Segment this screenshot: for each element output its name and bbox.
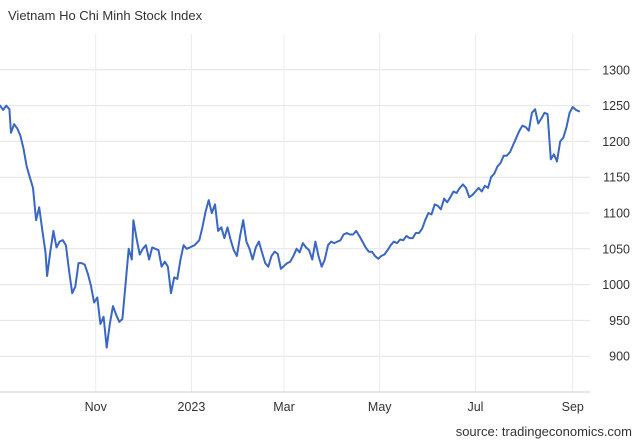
y-tick-label: 1100 <box>603 207 630 221</box>
y-tick-label: 1200 <box>602 135 630 149</box>
chart-title: Vietnam Ho Chi Minh Stock Index <box>8 8 203 23</box>
y-tick-label: 1300 <box>602 63 630 77</box>
y-tick-label: 900 <box>609 350 630 364</box>
x-tick-label: Mar <box>273 400 295 414</box>
y-tick-label: 950 <box>609 314 630 328</box>
chart-source: source: tradingeconomics.com <box>455 424 632 439</box>
y-tick-label: 1050 <box>602 242 630 256</box>
grid-lines <box>0 34 590 392</box>
x-tick-label: Sep <box>562 400 584 414</box>
y-axis-tick-labels: 900 950 1000 1050 1100 1150 1200 1250 1300 <box>602 63 630 363</box>
x-tick-label: May <box>368 400 392 414</box>
x-tick-label: Jul <box>467 400 483 414</box>
series-line <box>0 104 580 349</box>
y-tick-label: 1250 <box>602 99 630 113</box>
y-tick-label: 1150 <box>603 171 630 185</box>
x-axis-tick-labels: Nov 2023 Mar May Jul Sep <box>85 400 584 414</box>
series-group <box>0 104 580 349</box>
x-tick-label: Nov <box>85 400 108 414</box>
x-tick-label: 2023 <box>178 400 206 414</box>
y-tick-label: 1000 <box>602 278 630 292</box>
